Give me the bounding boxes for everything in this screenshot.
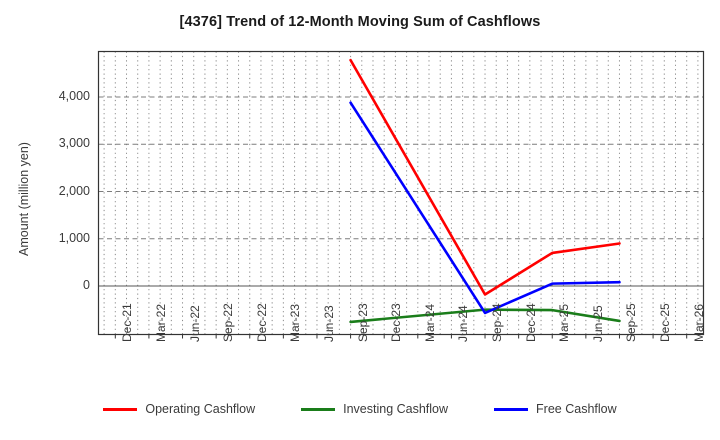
x-tick-label: Jun-23 bbox=[321, 304, 336, 342]
y-tick-label: 1,000 bbox=[58, 230, 90, 245]
x-tick-label: Sep-24 bbox=[490, 302, 505, 342]
legend-swatch-icon bbox=[103, 407, 138, 411]
series-lines bbox=[349, 58, 621, 324]
horizontal-gridlines bbox=[98, 96, 704, 240]
x-tick-label: Dec-24 bbox=[523, 302, 538, 342]
legend-label: Free Cashflow bbox=[536, 402, 617, 416]
x-tick-label: Jun-24 bbox=[456, 304, 471, 342]
x-tick-label: Mar-24 bbox=[422, 303, 437, 342]
x-tick-label: Dec-25 bbox=[658, 302, 673, 342]
x-tick-label: Mar-23 bbox=[288, 303, 303, 342]
legend-item[interactable]: Investing Cashflow bbox=[301, 402, 448, 416]
x-axis-ticks bbox=[114, 334, 688, 339]
chart-legend: Operating Cashflow Investing Cashflow Free… bbox=[0, 402, 720, 416]
chart-title: [4376] Trend of 12-Month Moving Sum of C… bbox=[179, 14, 541, 30]
series-line-investing-cashflow bbox=[349, 308, 621, 324]
y-tick-label: 2,000 bbox=[58, 183, 90, 198]
x-tick-label: Mar-22 bbox=[153, 303, 168, 342]
x-tick-label: Sep-22 bbox=[221, 302, 236, 342]
x-tick-label: Jun-25 bbox=[590, 304, 605, 342]
x-tick-label: Dec-21 bbox=[120, 302, 135, 342]
x-tick-label: Jun-22 bbox=[187, 304, 202, 342]
x-tick-label: Dec-22 bbox=[254, 302, 269, 342]
series-line-operating-cashflow bbox=[349, 58, 621, 296]
y-tick-label: 4,000 bbox=[58, 89, 90, 103]
series-line-free-cashflow bbox=[349, 101, 621, 315]
x-tick-label: Mar-26 bbox=[691, 303, 706, 342]
x-tick-label: Mar-25 bbox=[557, 303, 572, 342]
x-tick-label: Sep-25 bbox=[624, 302, 639, 342]
minor-vertical-gridlines bbox=[103, 51, 699, 335]
y-tick-label: 3,000 bbox=[58, 136, 90, 151]
x-tick-label: Sep-23 bbox=[355, 302, 370, 342]
legend-swatch-icon bbox=[494, 407, 529, 411]
plot-frame bbox=[97, 50, 705, 336]
legend-label: Operating Cashflow bbox=[145, 402, 256, 416]
legend-swatch-icon bbox=[301, 407, 336, 411]
y-tick-label: 0 bbox=[83, 278, 90, 292]
legend-label: Investing Cashflow bbox=[343, 402, 449, 416]
legend-item[interactable]: Free Cashflow bbox=[494, 402, 617, 416]
legend-item[interactable]: Operating Cashflow bbox=[103, 402, 255, 416]
x-tick-label: Dec-23 bbox=[389, 302, 404, 342]
